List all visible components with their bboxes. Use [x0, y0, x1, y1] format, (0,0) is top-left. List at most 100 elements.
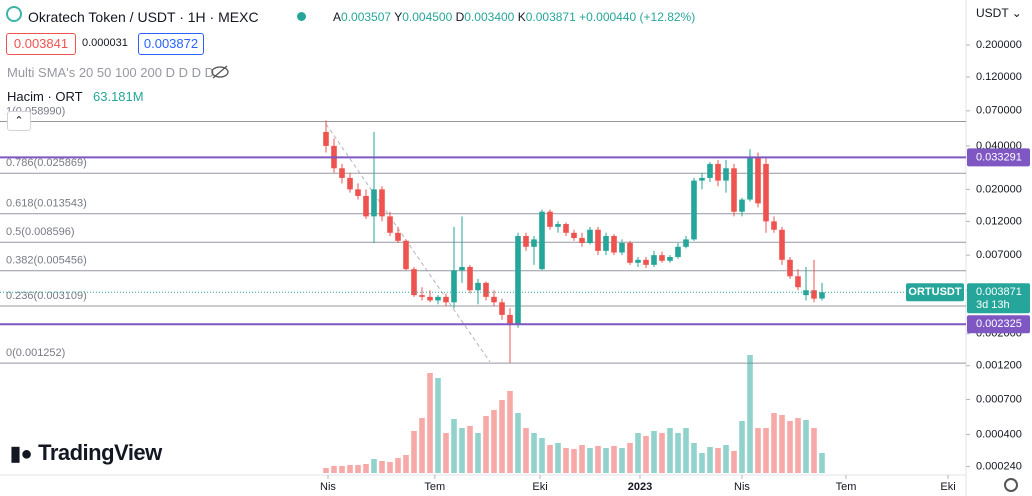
symbol-title[interactable]: Okratech Token / USDT · 1H · MEXC — [28, 9, 259, 25]
volume-bar — [643, 436, 649, 473]
candle-body — [539, 211, 545, 270]
price-tag-label: 0.002325 — [976, 318, 1022, 330]
candle-body — [723, 168, 729, 181]
volume-bar — [491, 410, 497, 473]
brand: ▮● TradingView — [10, 440, 162, 466]
countdown-label: 3d 13h — [976, 299, 1010, 311]
volume-bar — [411, 431, 417, 473]
y-tick-label: 0.000240 — [976, 461, 1022, 473]
volume-bar — [699, 453, 705, 473]
candle-body — [499, 302, 505, 315]
candle-body — [667, 256, 673, 261]
ohlc-value: 0.003507 — [341, 10, 392, 24]
volume-bar — [667, 428, 673, 473]
volume-bar — [659, 433, 665, 473]
ohlc-change: +0.000440 (+12.82%) — [579, 10, 696, 24]
volume-bar — [739, 421, 745, 473]
candle-body — [819, 292, 825, 299]
volume-bar — [811, 428, 817, 473]
volume-bar — [731, 451, 737, 473]
volume-bar — [635, 433, 641, 473]
candle-body — [707, 163, 713, 178]
candle-body — [755, 157, 761, 204]
x-tick-label: Tem — [424, 481, 445, 493]
candle-body — [563, 224, 569, 233]
candle-body — [571, 232, 577, 239]
volume-bar — [531, 433, 537, 473]
fib-label: 0(0.001252) — [6, 347, 65, 359]
volume-bar — [451, 419, 457, 473]
volume-value: 63.181M — [93, 89, 144, 104]
volume-bar — [323, 468, 329, 473]
volume-bar — [355, 465, 361, 473]
volume-bar — [771, 413, 777, 473]
candle-body — [739, 199, 745, 212]
candle-body — [787, 259, 793, 277]
collapse-button[interactable]: ⌃ — [7, 111, 31, 131]
volume-bar — [555, 443, 561, 473]
volume-bar — [483, 416, 489, 473]
currency[interactable]: USDT ⌄ — [976, 6, 1022, 20]
candle-body — [619, 242, 625, 253]
volume-bar — [363, 464, 369, 473]
candle-body — [803, 290, 809, 296]
candle-body — [579, 238, 585, 243]
candle-body — [355, 189, 361, 196]
sell-button[interactable]: 0.003841 — [6, 33, 76, 55]
candle-body — [371, 189, 377, 217]
candle-body — [443, 296, 449, 303]
fib-label: 0.5(0.008596) — [6, 226, 75, 238]
candle-body — [483, 282, 489, 297]
candle-body — [451, 270, 457, 303]
volume-bar — [603, 448, 609, 473]
volume-bar — [547, 445, 553, 473]
volume-bar — [611, 446, 617, 473]
x-tick-label: Eki — [940, 481, 955, 493]
ohlc-value: 0.003400 — [464, 10, 515, 24]
y-tick-label: 0.120000 — [976, 71, 1022, 83]
currency-label: USDT — [976, 6, 1009, 20]
y-tick-label: 0.020000 — [976, 183, 1022, 195]
ohlc-row: A0.003507 Y0.004500 D0.003400 K0.003871 … — [333, 10, 695, 24]
volume-bar — [347, 465, 353, 473]
ohlc-value: 0.003871 — [525, 10, 576, 24]
candle-body — [795, 276, 801, 288]
volume-bar — [691, 443, 697, 473]
y-tick-label: 0.001200 — [976, 360, 1022, 372]
volume-bar — [707, 447, 713, 473]
candle-body — [771, 221, 777, 230]
candle-body — [643, 259, 649, 265]
symbol-icon — [6, 6, 22, 22]
volume-bar — [755, 428, 761, 473]
status-dot — [297, 12, 306, 21]
buy-button[interactable]: 0.003872 — [138, 33, 204, 55]
candle-body — [811, 290, 817, 299]
volume-bar — [435, 378, 441, 473]
volume-bar — [459, 428, 465, 473]
volume-bar — [779, 415, 785, 473]
ohlc-label: Y — [394, 10, 403, 24]
candle-body — [379, 189, 385, 217]
volume-bar — [523, 428, 529, 473]
price-tag — [967, 315, 1030, 334]
hide-icon[interactable] — [210, 64, 230, 80]
candle-body — [339, 168, 345, 178]
candle-body — [491, 296, 497, 303]
volume-bar — [715, 448, 721, 473]
candle-body — [715, 163, 721, 181]
candle-body — [555, 224, 561, 227]
volume-label[interactable]: Hacim · ORT — [7, 89, 83, 104]
candle-body — [659, 255, 665, 261]
candle-body — [387, 216, 393, 233]
indicator-label[interactable]: Multi SMA's 20 50 100 200 D D D D — [7, 65, 214, 80]
price-tag — [967, 148, 1030, 167]
last-price-label: 0.003871 — [976, 286, 1022, 298]
fib-label: 0.618(0.013543) — [6, 198, 87, 210]
candle-body — [459, 266, 465, 271]
fib-label: 0.382(0.005456) — [6, 255, 87, 267]
y-tick-label: 0.000700 — [976, 393, 1022, 405]
settings-icon[interactable] — [1004, 478, 1018, 492]
fib-label: 0.786(0.025869) — [6, 157, 87, 169]
candle-body — [475, 282, 481, 291]
